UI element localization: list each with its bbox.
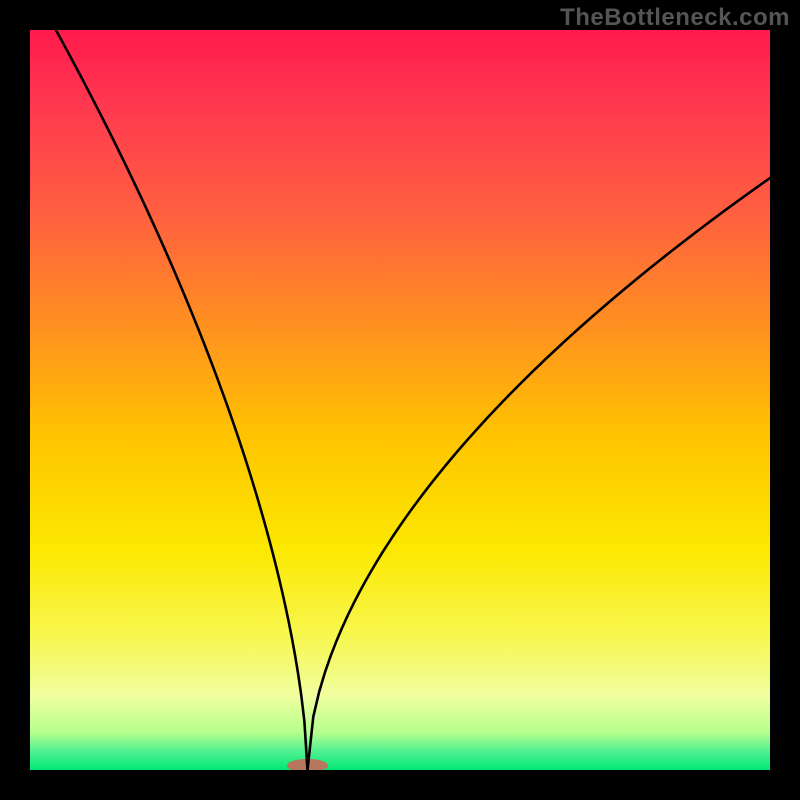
watermark-text: TheBottleneck.com — [560, 4, 790, 32]
plot-svg — [30, 30, 770, 770]
plot-area — [30, 30, 770, 770]
chart-stage: TheBottleneck.com — [0, 0, 800, 800]
gradient-background — [30, 30, 770, 770]
